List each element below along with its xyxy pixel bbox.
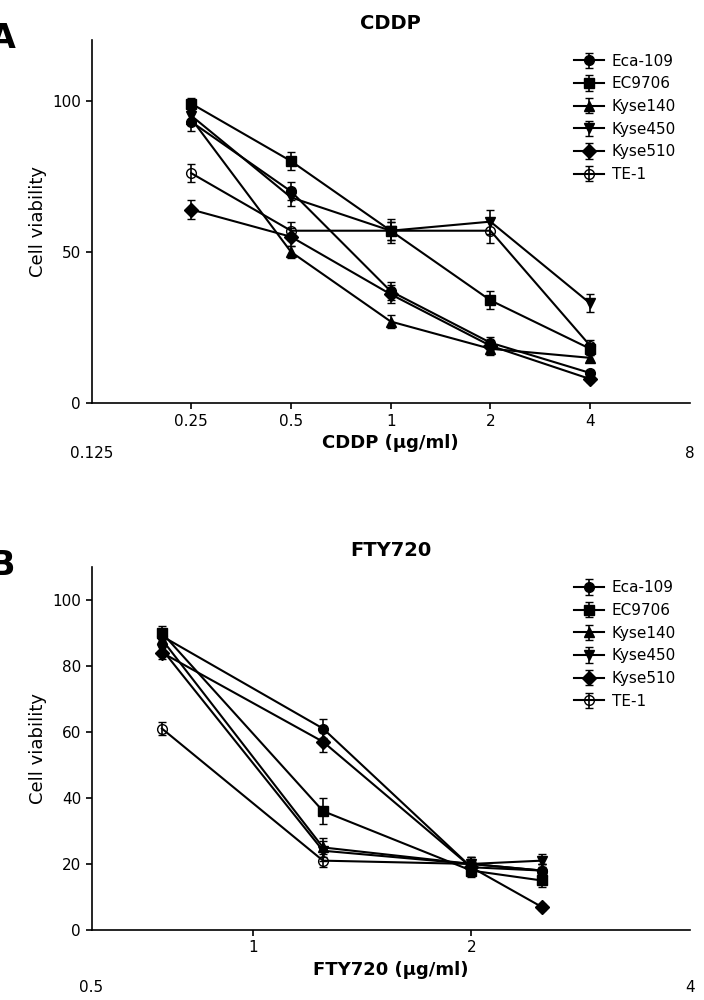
Y-axis label: Cell viability: Cell viability bbox=[29, 166, 46, 277]
Text: A: A bbox=[0, 22, 15, 55]
Text: 4: 4 bbox=[685, 980, 695, 995]
Text: 0.5: 0.5 bbox=[80, 980, 103, 995]
Text: 8: 8 bbox=[685, 446, 695, 461]
Title: CDDP: CDDP bbox=[360, 14, 421, 33]
X-axis label: CDDP (µg/ml): CDDP (µg/ml) bbox=[322, 434, 459, 452]
Y-axis label: Cell viability: Cell viability bbox=[29, 693, 46, 804]
X-axis label: FTY720 (µg/ml): FTY720 (µg/ml) bbox=[313, 961, 468, 979]
Text: B: B bbox=[0, 549, 15, 582]
Legend: Eca-109, EC9706, Kyse140, Kyse450, Kyse510, TE-1: Eca-109, EC9706, Kyse140, Kyse450, Kyse5… bbox=[567, 574, 682, 715]
Title: FTY720: FTY720 bbox=[350, 541, 432, 560]
Legend: Eca-109, EC9706, Kyse140, Kyse450, Kyse510, TE-1: Eca-109, EC9706, Kyse140, Kyse450, Kyse5… bbox=[567, 48, 682, 188]
Text: 0.125: 0.125 bbox=[70, 446, 113, 461]
